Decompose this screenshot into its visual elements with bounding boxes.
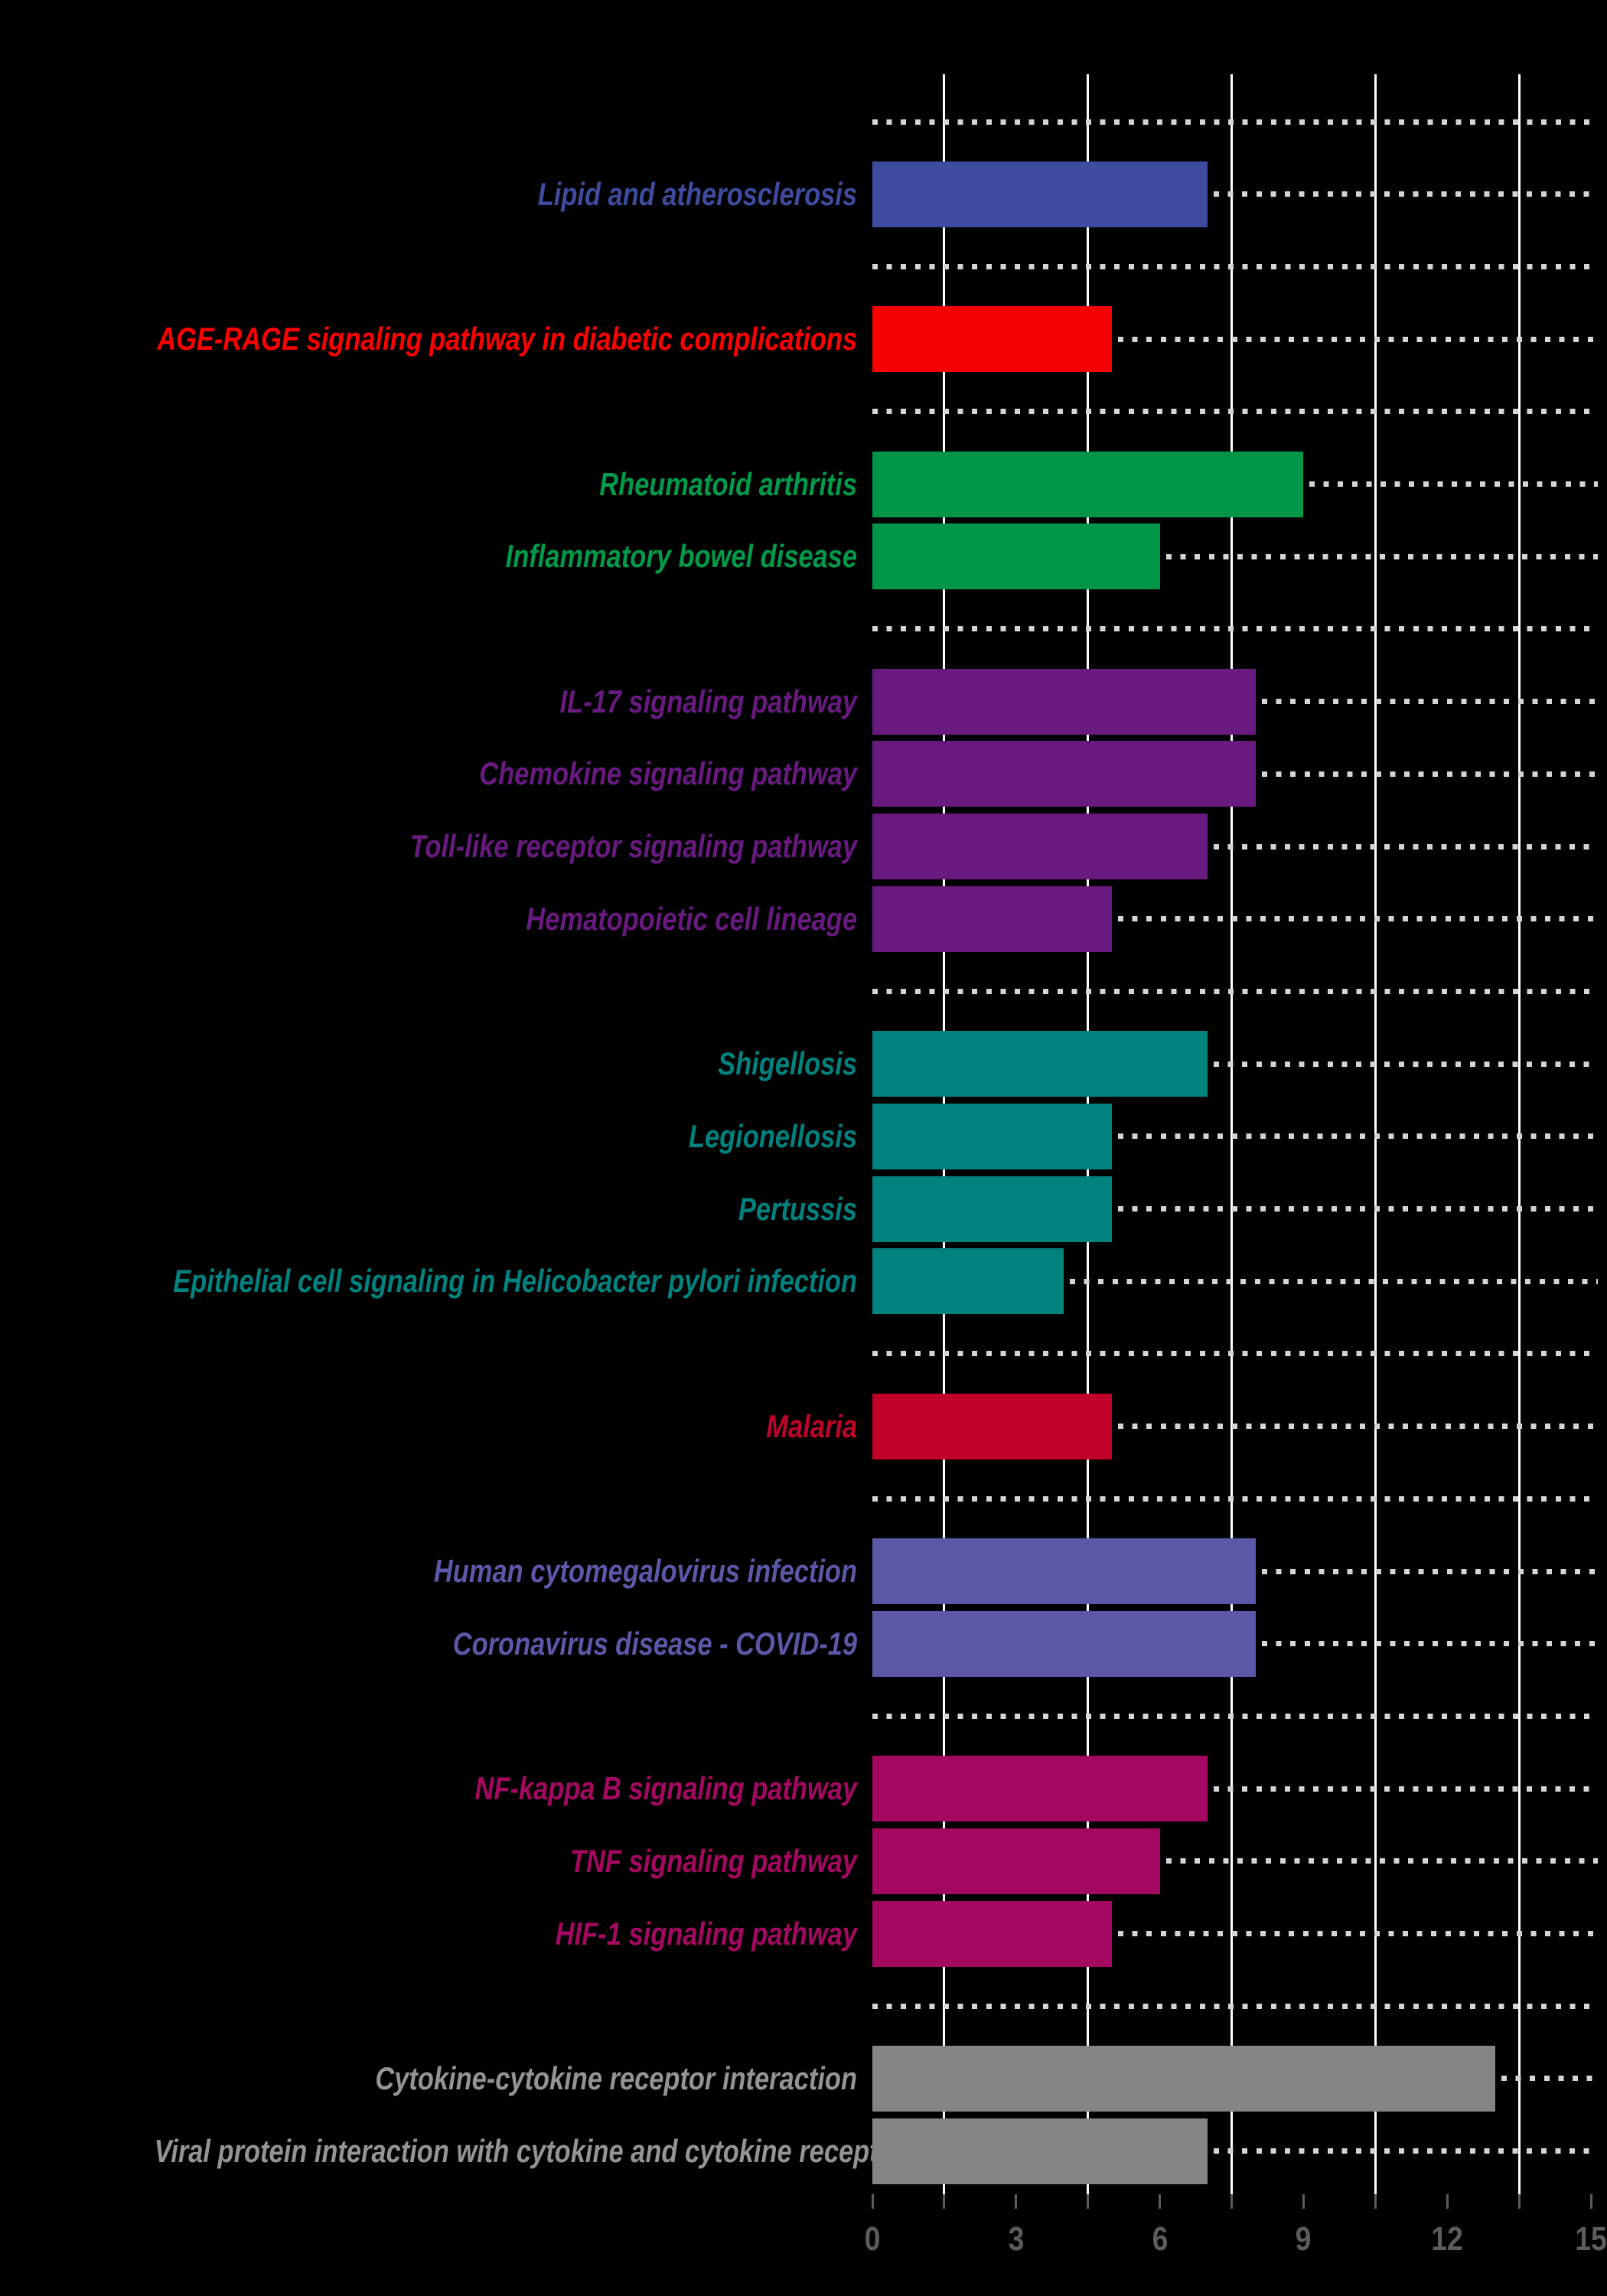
separator-dotted-line xyxy=(872,409,1598,415)
axis-tick-label: 3 xyxy=(1008,2220,1025,2258)
bar xyxy=(872,1103,1112,1169)
bar-dotted-line xyxy=(1118,336,1598,342)
separator-dotted-line xyxy=(872,2003,1598,2009)
bar xyxy=(872,1538,1256,1604)
bar xyxy=(872,1900,1112,1967)
bar xyxy=(872,885,1112,952)
separator-dotted-line xyxy=(872,988,1598,994)
bar xyxy=(872,451,1304,517)
category-label: NF-kappa B signaling pathway xyxy=(474,1770,857,1807)
separator-dotted-line xyxy=(872,119,1598,125)
bar xyxy=(872,306,1112,373)
separator-dotted-line xyxy=(872,1351,1598,1357)
bar-dotted-line xyxy=(1165,553,1598,559)
category-label: Toll-like receptor signaling pathway xyxy=(409,828,857,864)
bar xyxy=(872,161,1208,227)
bar xyxy=(872,741,1256,807)
bar xyxy=(872,1828,1160,1894)
category-label: Malaria xyxy=(766,1407,857,1444)
category-label: Inflammatory bowel disease xyxy=(505,538,857,575)
category-label: Rheumatoid arthritis xyxy=(599,465,857,502)
axis-tick-label: 0 xyxy=(864,2220,881,2258)
bar-dotted-line xyxy=(1261,1568,1598,1574)
axis-tick xyxy=(943,2194,946,2209)
category-label: HIF-1 signaling pathway xyxy=(555,1915,857,1952)
bar xyxy=(872,1756,1208,1822)
category-label: Epithelial cell signaling in Helicobacte… xyxy=(173,1263,857,1300)
category-label: Coronavirus disease - COVID-19 xyxy=(452,1625,857,1662)
category-label: Human cytomegalovirus infection xyxy=(433,1553,857,1589)
bar-dotted-line xyxy=(1070,1278,1598,1284)
bar-dotted-line xyxy=(1214,843,1598,850)
category-label: Pertussis xyxy=(738,1190,857,1227)
separator-dotted-line xyxy=(872,626,1598,632)
category-label: Legionellosis xyxy=(688,1117,857,1154)
bar-dotted-line xyxy=(1118,1206,1598,1212)
bar-dotted-line xyxy=(1309,481,1598,487)
separator-dotted-line xyxy=(872,1713,1598,1719)
axis-tick xyxy=(1159,2194,1162,2209)
bar xyxy=(872,668,1256,735)
axis-tick-label: 15 xyxy=(1575,2220,1607,2258)
bar-dotted-line xyxy=(1261,1641,1598,1647)
axis-tick xyxy=(1231,2194,1233,2209)
axis-tick-label: 12 xyxy=(1431,2220,1463,2258)
axis-tick xyxy=(1015,2194,1018,2209)
bar-dotted-line xyxy=(1261,771,1598,777)
category-label: Lipid and atherosclerosis xyxy=(537,175,857,212)
bar-dotted-line xyxy=(1214,1061,1598,1067)
bar-dotted-line xyxy=(1261,699,1598,705)
category-label: Chemokine signaling pathway xyxy=(479,755,857,792)
bar xyxy=(872,1248,1064,1315)
axis-tick-label: 6 xyxy=(1152,2220,1168,2258)
category-label: TNF signaling pathway xyxy=(569,1842,857,1879)
bar xyxy=(872,2045,1495,2112)
category-label: Hematopoietic cell lineage xyxy=(526,900,857,937)
bar-dotted-line xyxy=(1214,2148,1598,2154)
bar-dotted-line xyxy=(1501,2076,1598,2082)
category-label: Cytokine-cytokine receptor interaction xyxy=(375,2060,857,2096)
bar-dotted-line xyxy=(1214,191,1598,197)
category-label: AGE-RAGE signaling pathway in diabetic c… xyxy=(157,321,857,357)
bar xyxy=(872,1393,1112,1459)
separator-dotted-line xyxy=(872,263,1598,269)
separator-dotted-line xyxy=(872,1495,1598,1502)
axis-tick xyxy=(1374,2194,1377,2209)
axis-tick xyxy=(1087,2194,1090,2209)
bar xyxy=(872,1176,1112,1242)
category-label: Viral protein interaction with cytokine … xyxy=(154,2132,905,2169)
bar-dotted-line xyxy=(1118,1424,1598,1430)
bar-dotted-line xyxy=(1214,1786,1598,1792)
axis-tick xyxy=(1589,2194,1592,2209)
bar xyxy=(872,523,1160,590)
bar-dotted-line xyxy=(1165,1858,1598,1864)
category-label: IL-17 signaling pathway xyxy=(559,683,857,719)
category-label: Shigellosis xyxy=(718,1045,857,1082)
bar xyxy=(872,814,1208,879)
bar-dotted-line xyxy=(1118,1133,1598,1140)
bar-dotted-line xyxy=(1118,916,1598,922)
axis-tick-label: 9 xyxy=(1295,2220,1312,2258)
axis-tick xyxy=(1446,2194,1449,2209)
bar xyxy=(872,1031,1208,1097)
axis-tick xyxy=(1302,2194,1305,2209)
axis-tick xyxy=(1517,2194,1521,2209)
bar xyxy=(872,2118,1208,2184)
axis-tick xyxy=(871,2194,874,2209)
bar xyxy=(872,1610,1256,1677)
bar-dotted-line xyxy=(1118,1931,1598,1936)
